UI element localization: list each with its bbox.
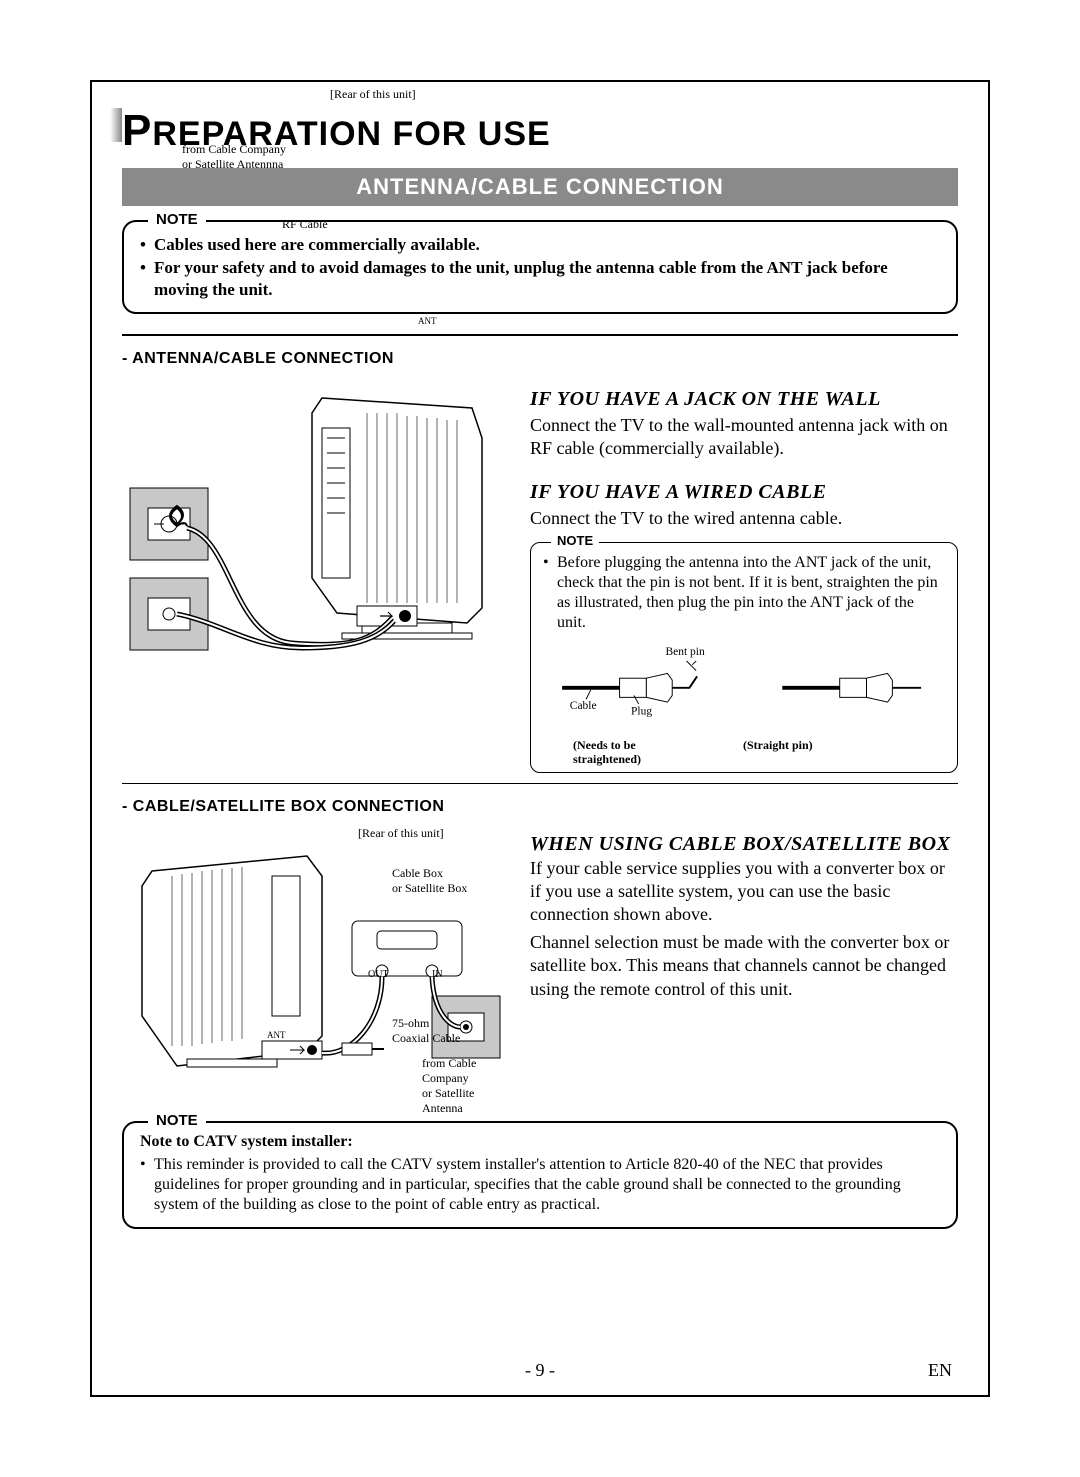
d2-ant: ANT (267, 1030, 286, 1040)
note-top-item-1: For your safety and to avoid damages to … (140, 257, 940, 300)
d2-coax: 75-ohm Coaxial Cable (392, 1016, 460, 1046)
d1-src-label: from Cable Company or Satellite Antennna (182, 142, 286, 172)
wired-heading: IF YOU HAVE A WIRED CABLE (530, 479, 958, 505)
pin-note: NOTE Before plugging the antenna into th… (530, 542, 958, 773)
d1-ant-label: ANT (418, 316, 437, 326)
note-top-label: NOTE (148, 211, 206, 228)
d2-src: from Cable Company or Satellite Antenna (422, 1056, 502, 1116)
pin-diagram-svg: Bent pin Cable Plug (543, 633, 945, 733)
pin-captions: (Needs to be straightened) (Straight pin… (543, 739, 945, 765)
divider-2 (122, 783, 958, 784)
row-antenna: [Rear of this unit] from Cable Company o… (122, 378, 958, 773)
d2-out: OUT (368, 969, 389, 980)
diagram-cablebox: [Rear of this unit] Cable Box or Satelli… (122, 826, 502, 1121)
page-number: - 9 - (92, 1360, 988, 1381)
catv-head: Note to CATV system installer: (140, 1133, 940, 1151)
catv-list: This reminder is provided to call the CA… (140, 1155, 940, 1215)
d1-rf-label: RF Cable (282, 217, 328, 232)
divider-1 (122, 334, 958, 336)
pin-cable-label: Cable (570, 700, 597, 712)
row-cablebox: [Rear of this unit] Cable Box or Satelli… (122, 826, 958, 1121)
right-col-1: IF YOU HAVE A JACK ON THE WALL Connect t… (530, 378, 958, 773)
lang-code: EN (928, 1360, 952, 1381)
pin-bent-label: Bent pin (666, 646, 705, 658)
note-top-item-0: Cables used here are commercially availa… (140, 234, 940, 255)
jack-heading: IF YOU HAVE A JACK ON THE WALL (530, 386, 958, 412)
page-content: PREPARATION FOR USE ANTENNA/CABLE CONNEC… (92, 82, 988, 1229)
footer: - 9 - EN (92, 1360, 988, 1381)
pin-note-label: NOTE (551, 533, 599, 550)
page-border: PREPARATION FOR USE ANTENNA/CABLE CONNEC… (90, 80, 990, 1397)
box-heading: WHEN USING CABLE BOX/SATELLITE BOX (530, 834, 958, 855)
note-top-list: Cables used here are commercially availa… (140, 234, 940, 300)
catv-item: This reminder is provided to call the CA… (140, 1155, 940, 1215)
note-top: NOTE Cables used here are commercially a… (122, 220, 958, 314)
d2-in: IN (432, 969, 443, 980)
catv-label: NOTE (148, 1112, 206, 1129)
subhead-cable: - CABLE/SATELLITE BOX CONNECTION (122, 798, 958, 816)
box-p2: Channel selection must be made with the … (530, 931, 958, 1001)
pin-straight-caption: (Straight pin) (743, 739, 813, 765)
pin-note-text: Before plugging the antenna into the ANT… (543, 553, 945, 633)
catv-note: NOTE Note to CATV system installer: This… (122, 1121, 958, 1229)
diagram-antenna-svg (122, 378, 502, 668)
section-banner: ANTENNA/CABLE CONNECTION (122, 168, 958, 206)
right-col-2: WHEN USING CABLE BOX/SATELLITE BOX If yo… (530, 826, 958, 1121)
d2-rear-label: [Rear of this unit] (358, 826, 444, 841)
box-p1: If your cable service supplies you with … (530, 857, 958, 927)
wired-text: Connect the TV to the wired antenna cabl… (530, 507, 958, 530)
d1-rear-label: [Rear of this unit] (330, 87, 416, 102)
pin-needs-caption: (Needs to be straightened) (573, 739, 693, 765)
jack-text: Connect the TV to the wall-mounted anten… (530, 414, 958, 461)
d2-box-label: Cable Box or Satellite Box (392, 866, 467, 896)
pin-plug-label: Plug (631, 706, 652, 718)
diagram-antenna: [Rear of this unit] from Cable Company o… (122, 378, 502, 773)
title-dropcap: P (122, 106, 152, 155)
subhead-antenna: - ANTENNA/CABLE CONNECTION (122, 350, 958, 368)
